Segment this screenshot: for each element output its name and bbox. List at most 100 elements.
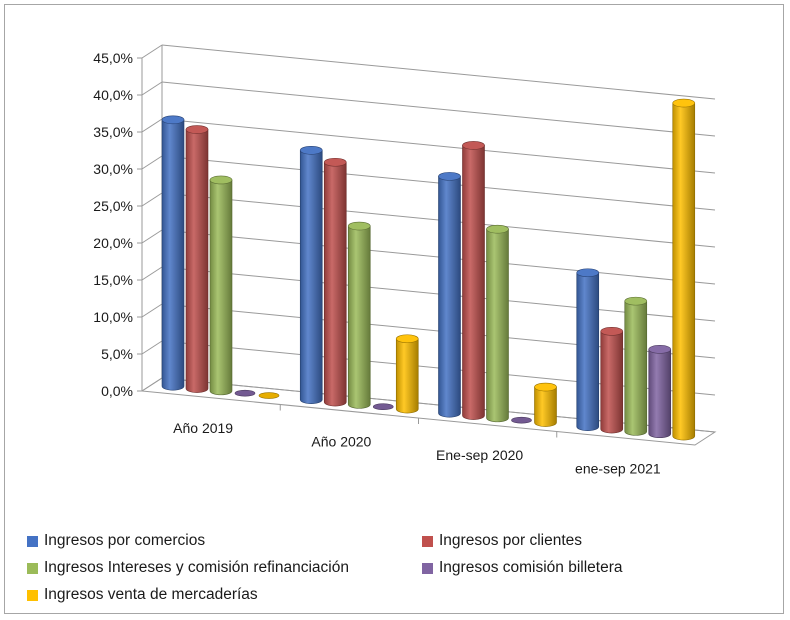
gridline-side (141, 340, 163, 355)
legend-swatch (422, 535, 433, 547)
gridline (161, 118, 716, 174)
legend-item: Ingresos por clientes (422, 531, 752, 551)
legend-label: Ingresos Intereses y comisión refinancia… (44, 559, 349, 576)
bar-top (534, 382, 557, 392)
gridline-side (141, 229, 163, 244)
bar-body (486, 228, 509, 423)
legend-swatch (27, 535, 38, 547)
x-tick-label: Año 2019 (173, 420, 233, 436)
chart-area: 0,0% 5,0% 10,0% 15,0% 20,0% 25,0% 30,0% 35,0% 40… (93, 44, 717, 476)
gridline-side (141, 81, 163, 96)
bar (486, 224, 509, 423)
bar-body (600, 331, 624, 434)
x-axis-ticks: Año 2019 Año 2020 Ene-sep 2020 ene-sep 2021 (173, 404, 661, 476)
bar (624, 296, 648, 436)
gridline (161, 44, 716, 100)
legend-item: Ingresos venta de mercaderías (27, 585, 422, 605)
gridline-side (141, 44, 163, 59)
gridline-side (141, 118, 163, 133)
bar (347, 221, 371, 409)
bar (372, 403, 394, 411)
bar (462, 141, 485, 420)
gridline-side (141, 192, 163, 207)
legend: Ingresos por comercios Ingresos por clien… (27, 531, 767, 605)
bar-top (209, 175, 233, 185)
bar-top (672, 98, 696, 108)
bar-top (576, 268, 600, 278)
x-tick-label: Ene-sep 2020 (436, 447, 523, 463)
bar-body (672, 102, 696, 441)
bar-top (486, 224, 509, 234)
legend-label: Ingresos por comercios (44, 532, 206, 549)
bar-top (323, 157, 347, 167)
gridline-side (141, 303, 163, 318)
bar-top (600, 327, 624, 336)
bar (395, 334, 419, 414)
y-tick-label: 20,0% (93, 235, 133, 251)
x-tick-label: Año 2020 (311, 433, 371, 449)
y-tick-label: 45,0% (93, 50, 133, 66)
y-tick-label: 10,0% (93, 309, 133, 325)
legend-swatch (27, 589, 38, 601)
bar-body (161, 119, 185, 391)
bar-body (185, 129, 209, 393)
bar-body (209, 179, 233, 396)
bar-body (624, 300, 648, 436)
legend-label: Ingresos venta de mercaderías (44, 586, 258, 603)
bar (299, 145, 323, 404)
y-tick-label: 30,0% (93, 161, 133, 177)
bar (534, 382, 557, 427)
bar-top (299, 145, 323, 155)
legend-label: Ingresos comisión billetera (439, 559, 623, 576)
bar-top (438, 172, 461, 181)
bar-body (534, 386, 557, 427)
gridline-side (141, 155, 163, 170)
bar (648, 345, 672, 438)
bar-top (648, 345, 672, 354)
bar-body (395, 338, 419, 414)
bar-top (372, 403, 394, 411)
legend-swatch (27, 562, 38, 574)
chart-frame: 0,0% 5,0% 10,0% 15,0% 20,0% 25,0% 30,0% 35,0% 40… (4, 4, 784, 614)
y-tick-label: 40,0% (93, 87, 133, 103)
bar-body (347, 225, 371, 409)
bar (161, 115, 185, 391)
bar (234, 389, 256, 397)
bar-top (185, 125, 209, 134)
bar (511, 416, 532, 424)
bars (161, 98, 696, 441)
y-tick-label: 35,0% (93, 124, 133, 140)
bar-body (648, 349, 672, 438)
bar-top (234, 389, 256, 397)
bar-body (323, 161, 347, 407)
bar-top (347, 221, 371, 231)
legend-label: Ingresos por clientes (439, 532, 583, 549)
bar-top (395, 334, 419, 344)
bar (185, 125, 209, 393)
bar-body (299, 149, 323, 404)
y-tick-label: 25,0% (93, 198, 133, 214)
legend-item: Ingresos Intereses y comisión refinancia… (27, 558, 422, 578)
gridline-side (141, 377, 163, 392)
legend-item: Ingresos por comercios (27, 531, 422, 551)
x-tick-label: ene-sep 2021 (575, 460, 661, 476)
bar-top (462, 141, 485, 150)
legend-swatch (422, 562, 433, 574)
bar-top (511, 416, 532, 424)
bar (576, 268, 600, 431)
y-tick-label: 0,0% (101, 383, 133, 399)
bar (438, 172, 461, 418)
gridline-side (141, 266, 163, 281)
gridline (161, 81, 716, 137)
legend-item: Ingresos comisión billetera (422, 558, 752, 578)
bar (600, 327, 624, 434)
bar-body (438, 176, 461, 418)
bar (209, 175, 233, 396)
bar-top (624, 296, 648, 306)
bar-body (576, 272, 600, 431)
y-tick-label: 15,0% (93, 272, 133, 288)
bar-top (258, 392, 280, 399)
bar (323, 157, 347, 407)
bar (258, 392, 280, 399)
y-tick-label: 5,0% (101, 346, 133, 362)
